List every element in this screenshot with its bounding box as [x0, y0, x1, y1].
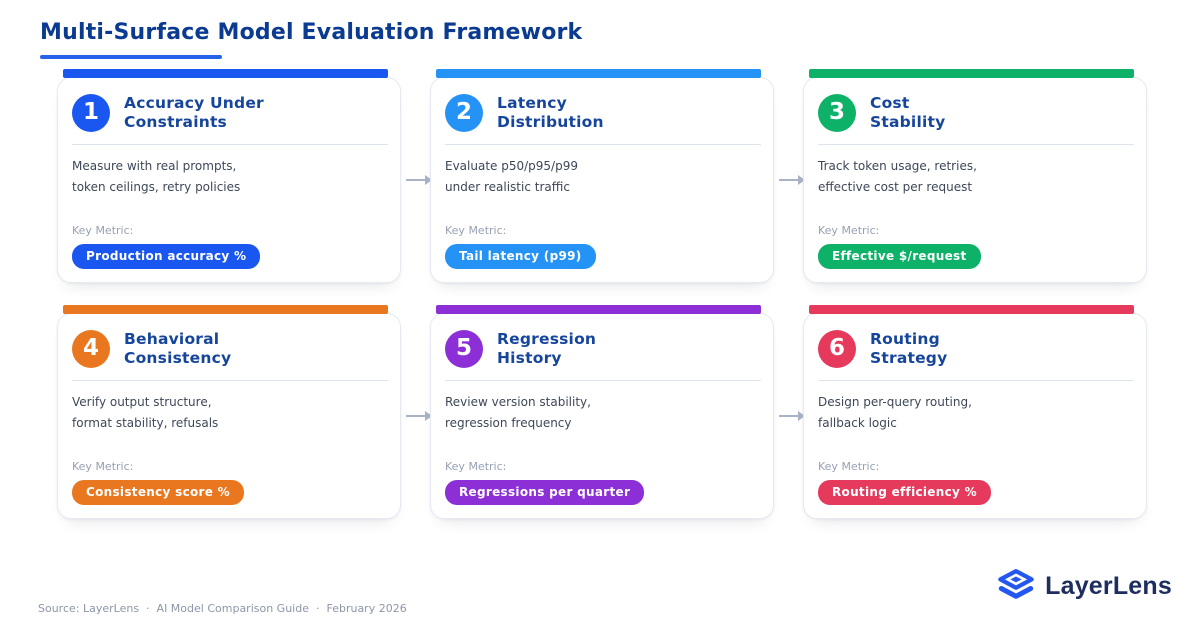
framework-card-3: 3 Cost Stability Track token usage, retr… — [803, 69, 1147, 283]
brand-logo: LayerLens — [997, 568, 1172, 604]
card-description: Verify output structure, format stabilit… — [72, 395, 219, 430]
card-accent-bar — [436, 305, 761, 314]
key-metric-label: Key Metric: — [72, 460, 134, 473]
key-metric-label: Key Metric: — [445, 224, 507, 237]
key-metric-label: Key Metric: — [818, 224, 880, 237]
card-divider — [72, 380, 388, 381]
card-title: Regression History — [497, 330, 597, 367]
card-description: Track token usage, retries, effective co… — [818, 159, 977, 194]
card-accent-bar — [63, 305, 388, 314]
key-metric-label: Key Metric: — [818, 460, 880, 473]
card-divider — [818, 144, 1134, 145]
card-row-2: 4 Behavioral Consistency Verify output s… — [57, 304, 1147, 519]
key-metric-pill: Production accuracy % — [72, 244, 261, 269]
step-number-badge: 4 — [72, 330, 110, 368]
card-title: Accuracy Under Constraints — [124, 94, 264, 131]
step-number-badge: 3 — [818, 94, 856, 132]
key-metric-pill: Regressions per quarter — [445, 480, 645, 505]
arrow-right-icon — [405, 411, 432, 421]
step-number-badge: 1 — [72, 94, 110, 132]
source-text: Source: LayerLens · AI Model Comparison … — [38, 602, 407, 615]
framework-grid: 1 Accuracy Under Constraints Measure wit… — [57, 68, 1147, 519]
flow-arrow-icon — [401, 411, 432, 421]
framework-card-5: 5 Regression History Review version stab… — [430, 305, 774, 519]
card-accent-bar — [809, 69, 1134, 78]
arrow-right-icon — [778, 175, 805, 185]
card-title: Cost Stability — [870, 94, 946, 131]
card-description: Evaluate p50/p95/p99 under realistic tra… — [445, 159, 578, 194]
key-metric-pill: Routing efficiency % — [818, 480, 991, 505]
card-header: 3 Cost Stability — [818, 94, 1134, 132]
card-divider — [445, 144, 761, 145]
card-header: 2 Latency Distribution — [445, 94, 761, 132]
framework-card-4: 4 Behavioral Consistency Verify output s… — [57, 305, 401, 519]
framework-card-6: 6 Routing Strategy Design per-query rout… — [803, 305, 1147, 519]
title-underline — [40, 55, 222, 59]
arrow-right-icon — [405, 175, 432, 185]
card-header: 6 Routing Strategy — [818, 330, 1134, 368]
card-title: Behavioral Consistency — [124, 330, 232, 367]
step-number-badge: 2 — [445, 94, 483, 132]
flow-arrow-icon — [401, 175, 432, 185]
framework-card-2: 2 Latency Distribution Evaluate p50/p95/… — [430, 69, 774, 283]
card-header: 5 Regression History — [445, 330, 761, 368]
step-number-badge: 6 — [818, 330, 856, 368]
card-description: Review version stability, regression fre… — [445, 395, 591, 430]
arrow-right-icon — [778, 411, 805, 421]
key-metric-block: Key Metric: Effective $/request — [818, 224, 1134, 269]
key-metric-pill: Consistency score % — [72, 480, 244, 505]
layers-icon — [997, 568, 1035, 604]
key-metric-block: Key Metric: Consistency score % — [72, 460, 388, 505]
card-title: Routing Strategy — [870, 330, 948, 367]
card-title: Latency Distribution — [497, 94, 604, 131]
brand-name: LayerLens — [1045, 571, 1172, 600]
card-divider — [445, 380, 761, 381]
card-row-1: 1 Accuracy Under Constraints Measure wit… — [57, 68, 1147, 283]
key-metric-block: Key Metric: Production accuracy % — [72, 224, 388, 269]
key-metric-label: Key Metric: — [445, 460, 507, 473]
key-metric-pill: Effective $/request — [818, 244, 981, 269]
key-metric-label: Key Metric: — [72, 224, 134, 237]
page-title: Multi-Surface Model Evaluation Framework — [40, 20, 583, 45]
key-metric-block: Key Metric: Routing efficiency % — [818, 460, 1134, 505]
key-metric-pill: Tail latency (p99) — [445, 244, 596, 269]
card-accent-bar — [809, 305, 1134, 314]
card-description: Measure with real prompts, token ceiling… — [72, 159, 241, 194]
card-header: 1 Accuracy Under Constraints — [72, 94, 388, 132]
card-accent-bar — [436, 69, 761, 78]
key-metric-block: Key Metric: Regressions per quarter — [445, 460, 761, 505]
flow-arrow-icon — [774, 175, 805, 185]
framework-card-1: 1 Accuracy Under Constraints Measure wit… — [57, 69, 401, 283]
key-metric-block: Key Metric: Tail latency (p99) — [445, 224, 761, 269]
flow-arrow-icon — [774, 411, 805, 421]
card-accent-bar — [63, 69, 388, 78]
card-divider — [72, 144, 388, 145]
step-number-badge: 5 — [445, 330, 483, 368]
card-description: Design per-query routing, fallback logic — [818, 395, 972, 430]
card-header: 4 Behavioral Consistency — [72, 330, 388, 368]
card-divider — [818, 380, 1134, 381]
